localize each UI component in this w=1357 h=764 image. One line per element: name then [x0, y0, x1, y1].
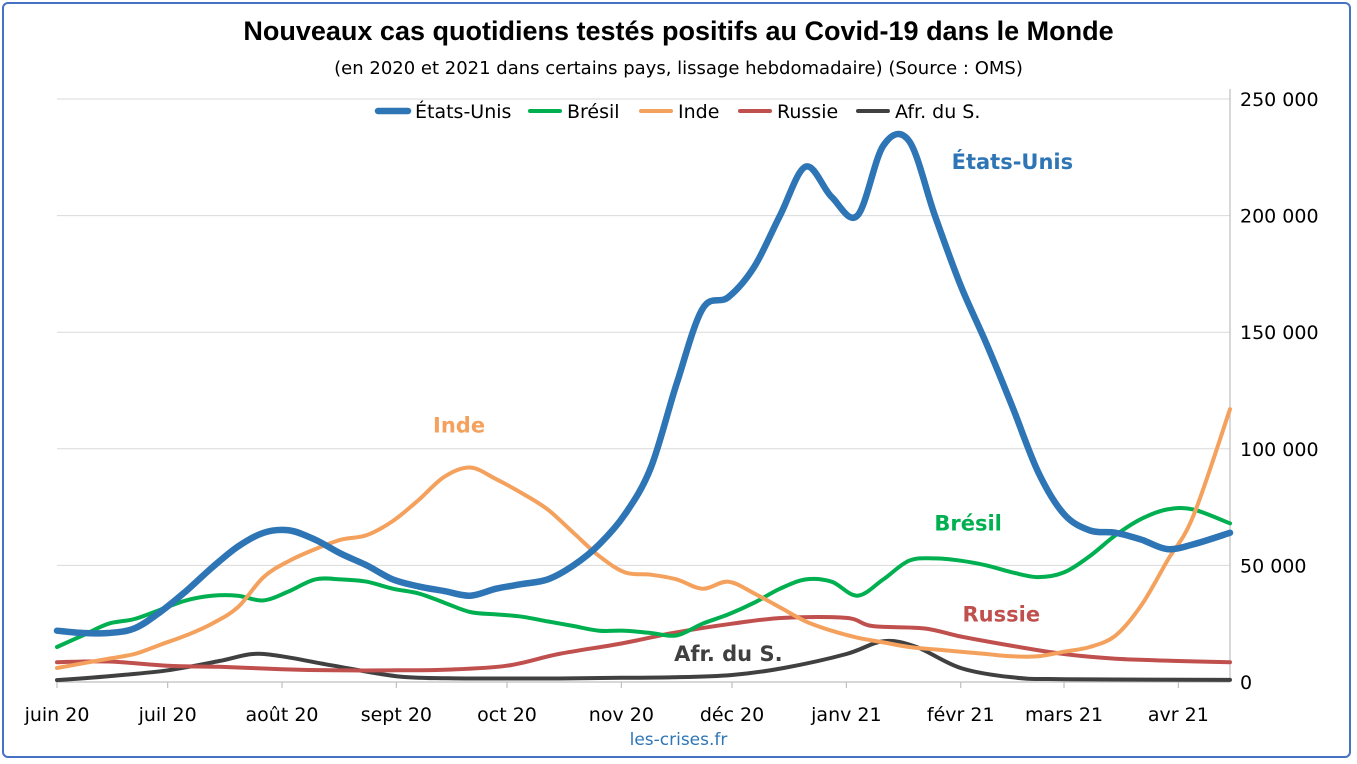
- x-tick-label: oct 20: [477, 704, 537, 726]
- series-line: [55, 505, 1232, 649]
- series-line: [55, 407, 1232, 670]
- y-tick-label: 250 000: [1240, 89, 1319, 111]
- y-tick-label: 100 000: [1240, 439, 1319, 461]
- x-tick-label: août 20: [246, 704, 319, 726]
- series-annotation: Afr. du S.: [674, 642, 782, 666]
- legend: États-Unis Brésil Inde Russie Afr. du S.: [374, 100, 980, 123]
- series-annotation: États-Unis: [952, 149, 1074, 174]
- chart-subtitle: (en 2020 et 2021 dans certains pays, lis…: [334, 58, 1023, 79]
- series-annotation: Brésil: [934, 511, 1002, 535]
- y-tick-label: 0: [1240, 672, 1252, 694]
- x-tick-label: sept 20: [361, 704, 432, 726]
- x-tick-label: juin 20: [24, 704, 90, 726]
- legend-label: Brésil: [567, 101, 620, 123]
- series-annotation: Inde: [433, 413, 485, 437]
- x-tick-label: févr 21: [927, 704, 995, 726]
- series-line: [55, 615, 1232, 673]
- legend-label: Russie: [777, 101, 838, 123]
- x-tick-label: nov 20: [589, 704, 654, 726]
- series-annotations: États-Unis Inde Brésil Russie Afr. du S.: [433, 149, 1073, 666]
- series-lines: [53, 130, 1234, 683]
- series-line: [53, 130, 1234, 637]
- x-tick-label: mars 21: [1025, 704, 1103, 726]
- series-line: [55, 638, 1232, 683]
- y-tick-label: 150 000: [1240, 322, 1319, 344]
- legend-label: Inde: [678, 101, 719, 123]
- legend-label: Afr. du S.: [895, 101, 980, 123]
- y-tick-label: 200 000: [1240, 206, 1319, 228]
- y-tick-label: 50 000: [1240, 555, 1306, 577]
- chart-source: les-crises.fr: [629, 730, 728, 750]
- x-tick-label: janv 21: [810, 704, 881, 726]
- series-annotation: Russie: [963, 602, 1041, 626]
- x-tick-label: déc 20: [700, 704, 764, 726]
- x-tick-label: juil 20: [138, 704, 197, 726]
- chart-title: Nouveaux cas quotidiens testés positifs …: [243, 16, 1114, 46]
- legend-label: États-Unis: [415, 100, 511, 123]
- gridlines: [57, 98, 1230, 566]
- x-tick-label: avr 21: [1148, 704, 1209, 726]
- axes: 0 50 000 100 000 150 000 200 000 250 000 juin …: [24, 89, 1319, 726]
